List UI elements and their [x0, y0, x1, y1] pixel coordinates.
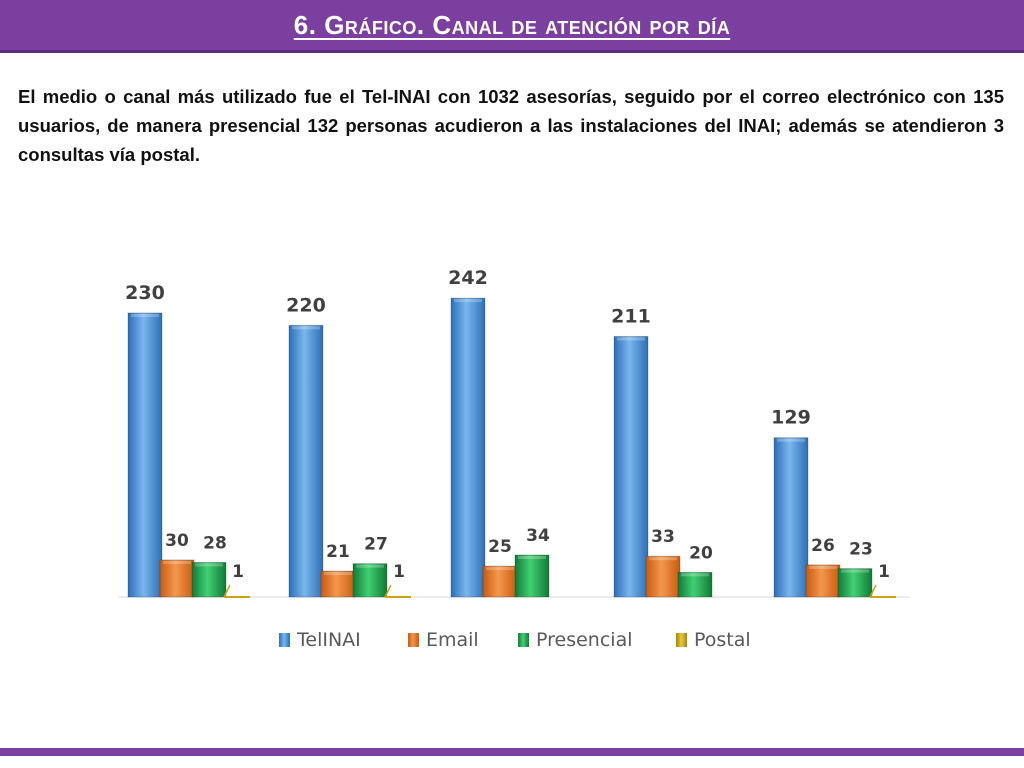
legend-label-telinai: TelINAI	[296, 629, 361, 651]
bar-highlight	[486, 567, 514, 571]
legend-label-postal: Postal	[694, 629, 751, 651]
legend-label-presencial: Presencial	[536, 629, 632, 651]
data-label-email-4: 33	[651, 527, 675, 547]
data-label-email-2: 21	[326, 542, 350, 562]
bar-postal-2	[384, 584, 392, 598]
bar-email-4	[645, 555, 681, 598]
bar-presencial-3	[514, 554, 550, 598]
data-label-telinai-3: 242	[448, 267, 488, 289]
bar-postal-1	[223, 584, 231, 598]
legend-swatch-email	[408, 633, 419, 647]
bottom-bar	[0, 748, 1024, 756]
data-label-email-1: 30	[165, 531, 189, 551]
legend-swatch-telinai	[279, 633, 290, 647]
bar-highlight	[518, 556, 546, 560]
bar-email-2	[320, 570, 356, 598]
data-label-telinai-2: 220	[286, 294, 326, 316]
bar-telinai-4	[613, 335, 649, 598]
bar-highlight	[163, 560, 191, 564]
bar-highlight	[809, 565, 837, 569]
bar-highlight	[195, 563, 223, 567]
data-label-telinai-1: 230	[125, 282, 165, 304]
data-label-presencial-2: 27	[364, 535, 388, 555]
bar-highlight	[681, 573, 709, 577]
bar-highlight	[356, 564, 384, 568]
data-label-email-5: 26	[811, 536, 835, 556]
legend-label-email: Email	[426, 629, 479, 651]
data-label-telinai-5: 129	[771, 407, 811, 429]
legend-swatch-presencial	[518, 633, 529, 647]
data-label-presencial-1: 28	[203, 533, 227, 553]
bar-highlight	[292, 326, 320, 330]
bar-presencial-4	[677, 571, 713, 598]
data-label-email-3: 25	[488, 537, 512, 557]
data-label-postal-2: 1	[393, 562, 405, 582]
bar-highlight	[131, 313, 159, 317]
data-label-presencial-4: 20	[689, 543, 713, 563]
data-label-presencial-5: 23	[849, 540, 873, 560]
bar-telinai-3	[450, 297, 486, 598]
data-label-postal-1: 1	[232, 562, 244, 582]
data-label-postal-5: 1	[878, 562, 890, 582]
bar-presencial-1	[191, 561, 227, 598]
bar-highlight	[841, 569, 869, 573]
bar-highlight	[324, 572, 352, 576]
data-label-telinai-4: 211	[611, 305, 651, 327]
bar-email-5	[805, 564, 841, 598]
bar-highlight	[777, 438, 805, 442]
bar-email-1	[159, 559, 195, 598]
bar-telinai-2	[288, 324, 324, 598]
summary-paragraph: El medio o canal más utilizado fue el Te…	[18, 86, 1004, 165]
data-label-presencial-3: 34	[526, 526, 550, 546]
bar-highlight	[617, 337, 645, 341]
page-title: 6. Gráfico. Canal de atención por día	[293, 9, 731, 40]
bar-telinai-5	[773, 437, 809, 598]
bar-presencial-2	[352, 563, 388, 598]
bar-presencial-5	[837, 568, 873, 598]
bar-highlight	[454, 299, 482, 303]
bar-highlight	[649, 557, 677, 561]
title-bar: 6. Gráfico. Canal de atención por día	[0, 0, 1024, 53]
bar-email-3	[482, 565, 518, 598]
bar-telinai-1	[127, 312, 163, 598]
bar-postal-5	[869, 584, 877, 598]
legend-swatch-postal	[676, 633, 687, 647]
